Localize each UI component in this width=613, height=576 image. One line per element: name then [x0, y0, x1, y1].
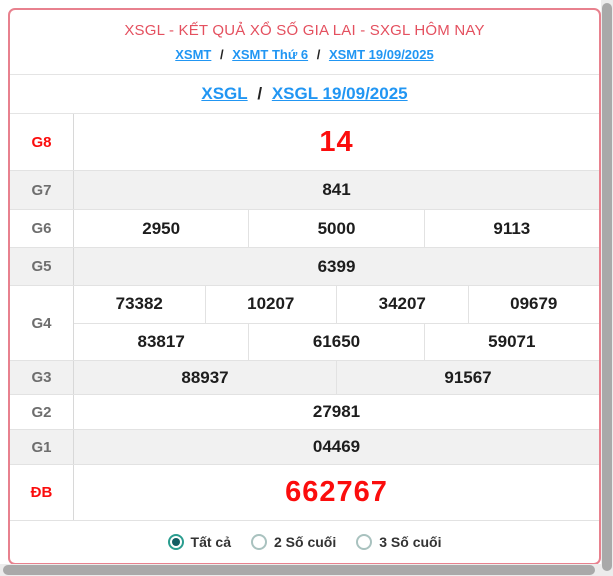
prize-value: 88937 [181, 367, 229, 387]
prize-value: 27981 [312, 402, 361, 421]
prize-row-g6: G6 2950 5000 9113 [10, 209, 599, 247]
prize-subrow: 27981 [74, 395, 599, 429]
horizontal-scrollbar-thumb[interactable] [3, 565, 595, 575]
prize-value: 841 [322, 180, 351, 199]
filter-option-label: 2 Số cuối [274, 534, 337, 550]
prize-label-đb: ĐB [10, 465, 74, 520]
prize-subrow: 73382 10207 34207 09679 [74, 286, 599, 323]
breadcrumb-link-1[interactable]: XSMT [175, 47, 212, 62]
prize-value: 61650 [248, 323, 423, 360]
prize-subrow: 14 [74, 114, 599, 170]
prize-label-g2: G2 [10, 395, 74, 429]
prize-values-g4: 73382 10207 34207 09679 83817 61650 59071 [74, 286, 599, 360]
prize-value: 6399 [317, 256, 356, 276]
prize-values-đb: 662767 [74, 465, 599, 520]
prize-row-g3: G3 88937 91567 [10, 360, 599, 394]
page-title: XSGL - KẾT QUẢ XỔ SỐ GIA LAI - SXGL HÔM … [124, 22, 485, 39]
prize-label-g7: G7 [10, 171, 74, 209]
prize-value: 5000 [248, 210, 423, 247]
prize-value: 14 [319, 125, 354, 158]
prize-label-g8: G8 [10, 114, 74, 170]
prize-subrow: 04469 [74, 430, 599, 464]
breadcrumb-link-3[interactable]: XSMT 19/09/2025 [328, 47, 434, 62]
prize-label-g5: G5 [10, 248, 74, 285]
horizontal-scrollbar[interactable] [0, 564, 601, 576]
prize-row-g4: G4 73382 10207 34207 09679 83817 61650 59071 [10, 285, 599, 360]
prize-values-g7: 841 [74, 171, 599, 209]
breadcrumb-separator: / [216, 47, 228, 62]
sub-breadcrumb-separator: / [252, 84, 267, 103]
prize-subrow: 88937 91567 [74, 361, 599, 394]
prize-label-g4: G4 [10, 286, 74, 360]
prize-value: 83817 [137, 331, 185, 351]
radio-icon[interactable] [251, 534, 267, 550]
filter-option-label: Tất cả [190, 534, 231, 550]
prize-row-g8: G8 14 [10, 114, 599, 170]
prize-value: 73382 [115, 294, 163, 314]
prize-label-g1: G1 [10, 430, 74, 464]
prize-value: 2950 [142, 218, 181, 238]
prize-value: 04469 [312, 437, 361, 456]
prize-value: 91567 [336, 361, 599, 394]
prize-subrow: 662767 [74, 465, 599, 520]
prize-subrow: 83817 61650 59071 [74, 322, 599, 360]
vertical-scrollbar[interactable] [601, 0, 613, 576]
prize-row-g7: G7 841 [10, 170, 599, 209]
breadcrumb-separator: / [313, 47, 324, 62]
sub-breadcrumb-link-2[interactable]: XSGL 19/09/2025 [271, 84, 408, 103]
prize-label-g6: G6 [10, 210, 74, 247]
prize-row-g5: G5 6399 [10, 247, 599, 285]
sub-breadcrumb-link-1[interactable]: XSGL [201, 84, 248, 103]
breadcrumb-link-2[interactable]: XSMT Thứ 6 [232, 47, 309, 62]
filter-option-3[interactable]: 3 Số cuối [356, 534, 441, 550]
filter-bar: Tất cả 2 Số cuối 3 Số cuối [10, 520, 599, 563]
results-table: G8 14 G7 841 G6 2950 5000 9113 G5 6399 G4 73382 1020… [10, 114, 599, 520]
prize-value: 662767 [285, 476, 388, 508]
filter-option-label: 3 Số cuối [379, 534, 442, 550]
sub-breadcrumb: XSGL / XSGL 19/09/2025 [10, 75, 599, 114]
prize-value: 09679 [467, 286, 600, 323]
prize-values-g5: 6399 [74, 248, 599, 285]
prize-row-g1: G1 04469 [10, 429, 599, 464]
prize-row-đb: ĐB 662767 [10, 464, 599, 520]
prize-subrow: 2950 5000 9113 [74, 210, 599, 247]
prize-value: 59071 [423, 323, 599, 360]
lottery-results-card: XSGL - KẾT QUẢ XỔ SỐ GIA LAI - SXGL HÔM … [8, 8, 601, 565]
prize-row-g2: G2 27981 [10, 394, 599, 429]
radio-selected-icon[interactable] [167, 534, 184, 550]
prize-values-g8: 14 [74, 114, 599, 170]
vertical-scrollbar-thumb[interactable] [602, 3, 612, 571]
filter-option-2[interactable]: 2 Số cuối [251, 534, 336, 550]
prize-subrow: 6399 [74, 248, 599, 285]
prize-subrow: 841 [74, 171, 599, 209]
prize-values-g2: 27981 [74, 395, 599, 429]
prize-value: 10207 [204, 286, 337, 323]
prize-values-g6: 2950 5000 9113 [74, 210, 599, 247]
filter-option-1[interactable]: Tất cả [167, 534, 231, 550]
breadcrumb: XSMT / XSMT Thứ 6 / XSMT 19/09/2025 [10, 42, 599, 75]
prize-value: 34207 [336, 286, 468, 323]
radio-icon[interactable] [356, 534, 373, 550]
prize-label-g3: G3 [10, 361, 74, 394]
prize-values-g1: 04469 [74, 430, 599, 464]
prize-values-g3: 88937 91567 [74, 361, 599, 394]
prize-value: 9113 [423, 210, 599, 247]
